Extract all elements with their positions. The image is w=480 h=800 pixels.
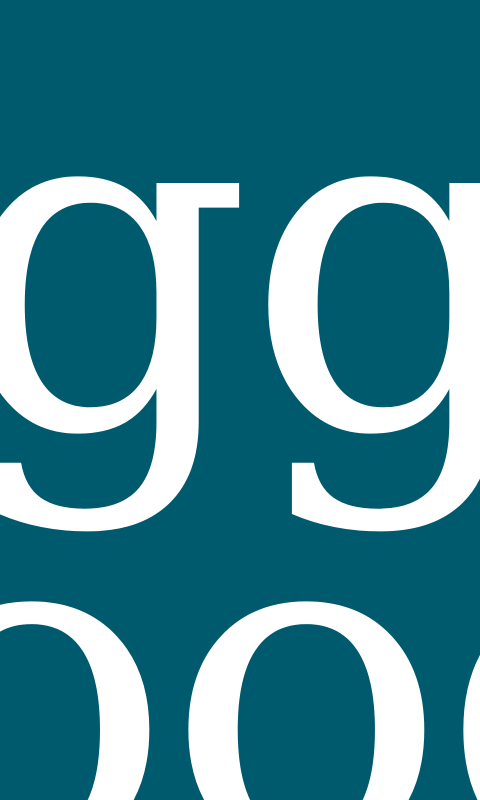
logo-text-top-line: ggi xyxy=(0,0,480,538)
logo-text-bottom-line: ood xyxy=(0,416,480,800)
